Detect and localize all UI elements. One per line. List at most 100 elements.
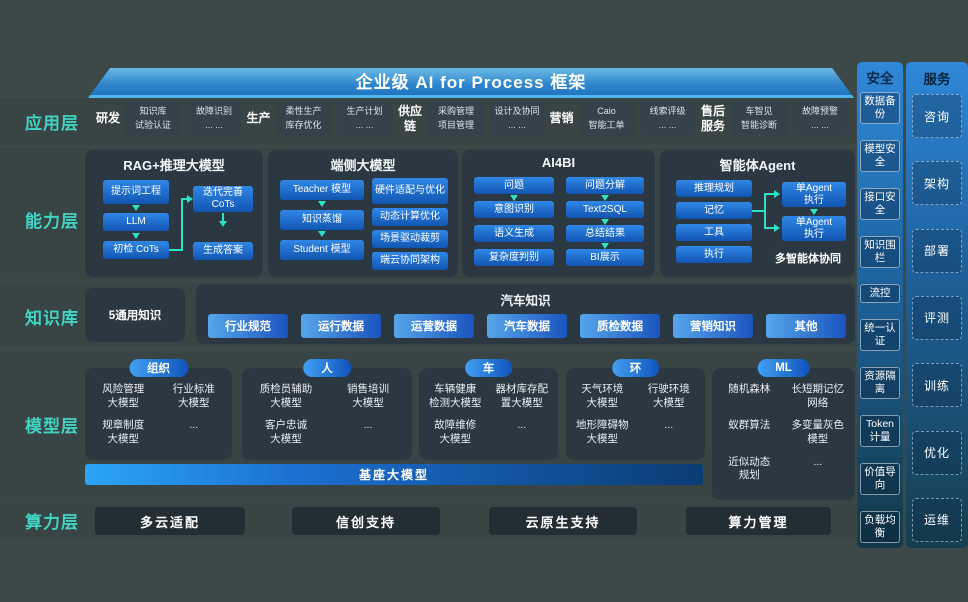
compute-item-xinchuang: 信创支持 bbox=[292, 507, 440, 535]
flow-box: 知识蒸馏 bbox=[280, 210, 364, 230]
flow-box: 复杂度判别 bbox=[474, 249, 554, 266]
connector-line bbox=[181, 198, 183, 251]
banner-highlight bbox=[88, 95, 854, 98]
app-feature-line: 设计及协同 bbox=[494, 106, 540, 116]
agent-exec-line: 单Agent 执行 bbox=[795, 216, 833, 240]
flow-box: 动态计算优化 bbox=[372, 208, 448, 226]
arrow-down-icon bbox=[318, 201, 326, 207]
app-group-label: 供应链 bbox=[397, 103, 422, 133]
service-item: 训练 bbox=[912, 363, 962, 408]
arrow-right-icon bbox=[187, 195, 193, 203]
app-feature-box: 故障识别 ... ... bbox=[186, 101, 243, 137]
security-item: 统一认证 bbox=[860, 318, 900, 352]
flow-box: 记忆 bbox=[676, 202, 752, 219]
arrow-down-icon bbox=[318, 231, 326, 237]
model-group-pill: ML bbox=[757, 359, 810, 377]
model-item: 质检员辅助 大模型 bbox=[259, 383, 313, 409]
security-items: 数据备份 模型安全 接口安全 知识围栏 流控 统一认证 资源隔离 Token计量… bbox=[860, 92, 900, 543]
model-group-organization: 组织 风险管理 大模型 行业标准 大模型 规章制度 大模型 ... bbox=[85, 359, 232, 460]
security-item: 流控 bbox=[860, 283, 900, 304]
app-group-label: 营销 bbox=[549, 111, 574, 126]
flow-box: Student 模型 bbox=[280, 240, 364, 260]
panel-edge-model: 端侧大模型 Teacher 模型 知识蒸馏 Student 模型 硬件适配与优化… bbox=[268, 150, 458, 277]
model-item: ... bbox=[813, 455, 823, 468]
model-item: 天气环境 大模型 bbox=[581, 383, 624, 409]
model-group-environment: 环 天气环境 大模型 行驶环境 大模型 地形障碍物 大模型 ... bbox=[566, 359, 705, 460]
flow-box: Teacher 模型 bbox=[280, 180, 364, 200]
model-group-people: 人 质检员辅助 大模型 销售培训 大模型 客户忠诚 大模型 ... bbox=[242, 359, 412, 460]
app-feature-line: ... ... bbox=[508, 119, 526, 130]
connector-line bbox=[222, 213, 224, 221]
model-group-grid: 质检员辅助 大模型 销售培训 大模型 客户忠诚 大模型 ... bbox=[242, 368, 412, 451]
security-item: 知识围栏 bbox=[860, 235, 900, 269]
service-items: 咨询 架构 部署 评测 训练 优化 运维 bbox=[912, 94, 962, 542]
panel-title: RAG+推理大模型 bbox=[123, 158, 225, 173]
flow-box: 单Agent 执行 bbox=[782, 216, 846, 241]
model-item: 多变量灰色 模型 bbox=[791, 419, 845, 445]
security-item: 价值导向 bbox=[860, 462, 900, 495]
flow-box: 工具 bbox=[676, 224, 752, 241]
app-feature-line: ... ... bbox=[205, 119, 223, 130]
arrow-down-icon bbox=[219, 221, 227, 227]
app-feature-box: 线索评级 ... ... bbox=[639, 101, 696, 137]
model-item: 蚁群算法 bbox=[728, 419, 771, 432]
connector-line bbox=[764, 193, 766, 229]
flow-box: 语义生成 bbox=[474, 225, 554, 242]
flow-box: 硬件适配与优化 bbox=[372, 178, 448, 204]
arrow-down-icon bbox=[132, 205, 140, 211]
app-feature-line: 故障识别 bbox=[196, 106, 233, 116]
model-group-vehicle: 车 车辆健康 检测大模型 器材库存配 置大模型 故障维修 大模型 ... bbox=[419, 359, 558, 460]
app-feature-box: 柔性生产 库存优化 bbox=[275, 101, 332, 137]
app-feature-line: ... ... bbox=[658, 119, 677, 130]
flow-box: 推理规划 bbox=[676, 180, 752, 197]
knowledge-chip: 行业规范 bbox=[208, 314, 288, 338]
connector-line bbox=[183, 198, 189, 200]
connector-line bbox=[766, 193, 776, 195]
knowledge-chip: 汽车数据 bbox=[487, 314, 567, 338]
app-feature-line: 线索评级 bbox=[649, 106, 686, 116]
model-group-pill: 组织 bbox=[129, 359, 188, 377]
model-group-grid: 风险管理 大模型 行业标准 大模型 规章制度 大模型 ... bbox=[85, 368, 232, 451]
panel-title: 智能体Agent bbox=[719, 158, 796, 173]
app-feature-box: 车智见 智能诊断 bbox=[730, 101, 787, 137]
app-feature-line: 采购管理 bbox=[437, 106, 474, 116]
model-item: 故障维修 大模型 bbox=[434, 419, 477, 445]
model-group-pill: 车 bbox=[464, 359, 513, 377]
flow-box: 问题分解 bbox=[566, 177, 644, 194]
general-knowledge-box: 5通用知识 bbox=[85, 288, 185, 342]
flow-box: 场景驱动裁剪 bbox=[372, 230, 448, 248]
app-feature-line: 试验认证 bbox=[135, 119, 172, 130]
connector-line bbox=[169, 249, 183, 251]
flow-box: 端云协同架构 bbox=[372, 252, 448, 270]
multi-agent-caption: 多智能体协同 bbox=[775, 253, 841, 265]
layer-label-model: 模型层 bbox=[25, 417, 79, 436]
app-feature-box: 采购管理 项目管理 bbox=[428, 101, 484, 137]
service-column: 服务 咨询 架构 部署 评测 训练 优化 运维 bbox=[906, 62, 968, 548]
model-item: 行驶环境 大模型 bbox=[647, 383, 690, 409]
flow-box: BI展示 bbox=[566, 249, 644, 266]
app-feature-line: 知识库 bbox=[139, 106, 167, 116]
panel-agent: 智能体Agent 推理规划 记忆 工具 执行 单Agent 执行 单Agent 执行… bbox=[660, 150, 855, 277]
app-feature-line: 柔性生产 bbox=[285, 106, 322, 116]
app-feature-box: 知识库 试验认证 bbox=[125, 101, 182, 137]
connector-line bbox=[766, 227, 776, 229]
arrow-right-icon bbox=[774, 190, 780, 198]
knowledge-chip: 其他 bbox=[766, 314, 846, 338]
app-feature-line: ... ... bbox=[355, 119, 374, 130]
service-item: 咨询 bbox=[912, 94, 962, 138]
model-item: ... bbox=[664, 419, 674, 432]
model-item: 近似动态 规划 bbox=[728, 455, 771, 482]
model-group-grid: 车辆健康 检测大模型 器材库存配 置大模型 故障维修 大模型 ... bbox=[419, 368, 558, 451]
model-item: 销售培训 大模型 bbox=[347, 383, 389, 409]
model-item: 长短期记忆 网络 bbox=[791, 383, 845, 409]
arrow-down-icon bbox=[510, 195, 518, 201]
compute-item-multicloud: 多云适配 bbox=[95, 507, 245, 535]
arrow-down-icon bbox=[601, 219, 609, 225]
model-item: 随机森林 bbox=[728, 383, 771, 395]
flow-box: 初检 CoTs bbox=[103, 241, 169, 259]
layer-label-knowledge: 知识库 bbox=[25, 309, 79, 328]
security-item: Token计量 bbox=[860, 414, 900, 448]
app-feature-box: 故障预警 ... ... bbox=[791, 101, 848, 137]
app-feature-line: 项目管理 bbox=[437, 119, 474, 130]
